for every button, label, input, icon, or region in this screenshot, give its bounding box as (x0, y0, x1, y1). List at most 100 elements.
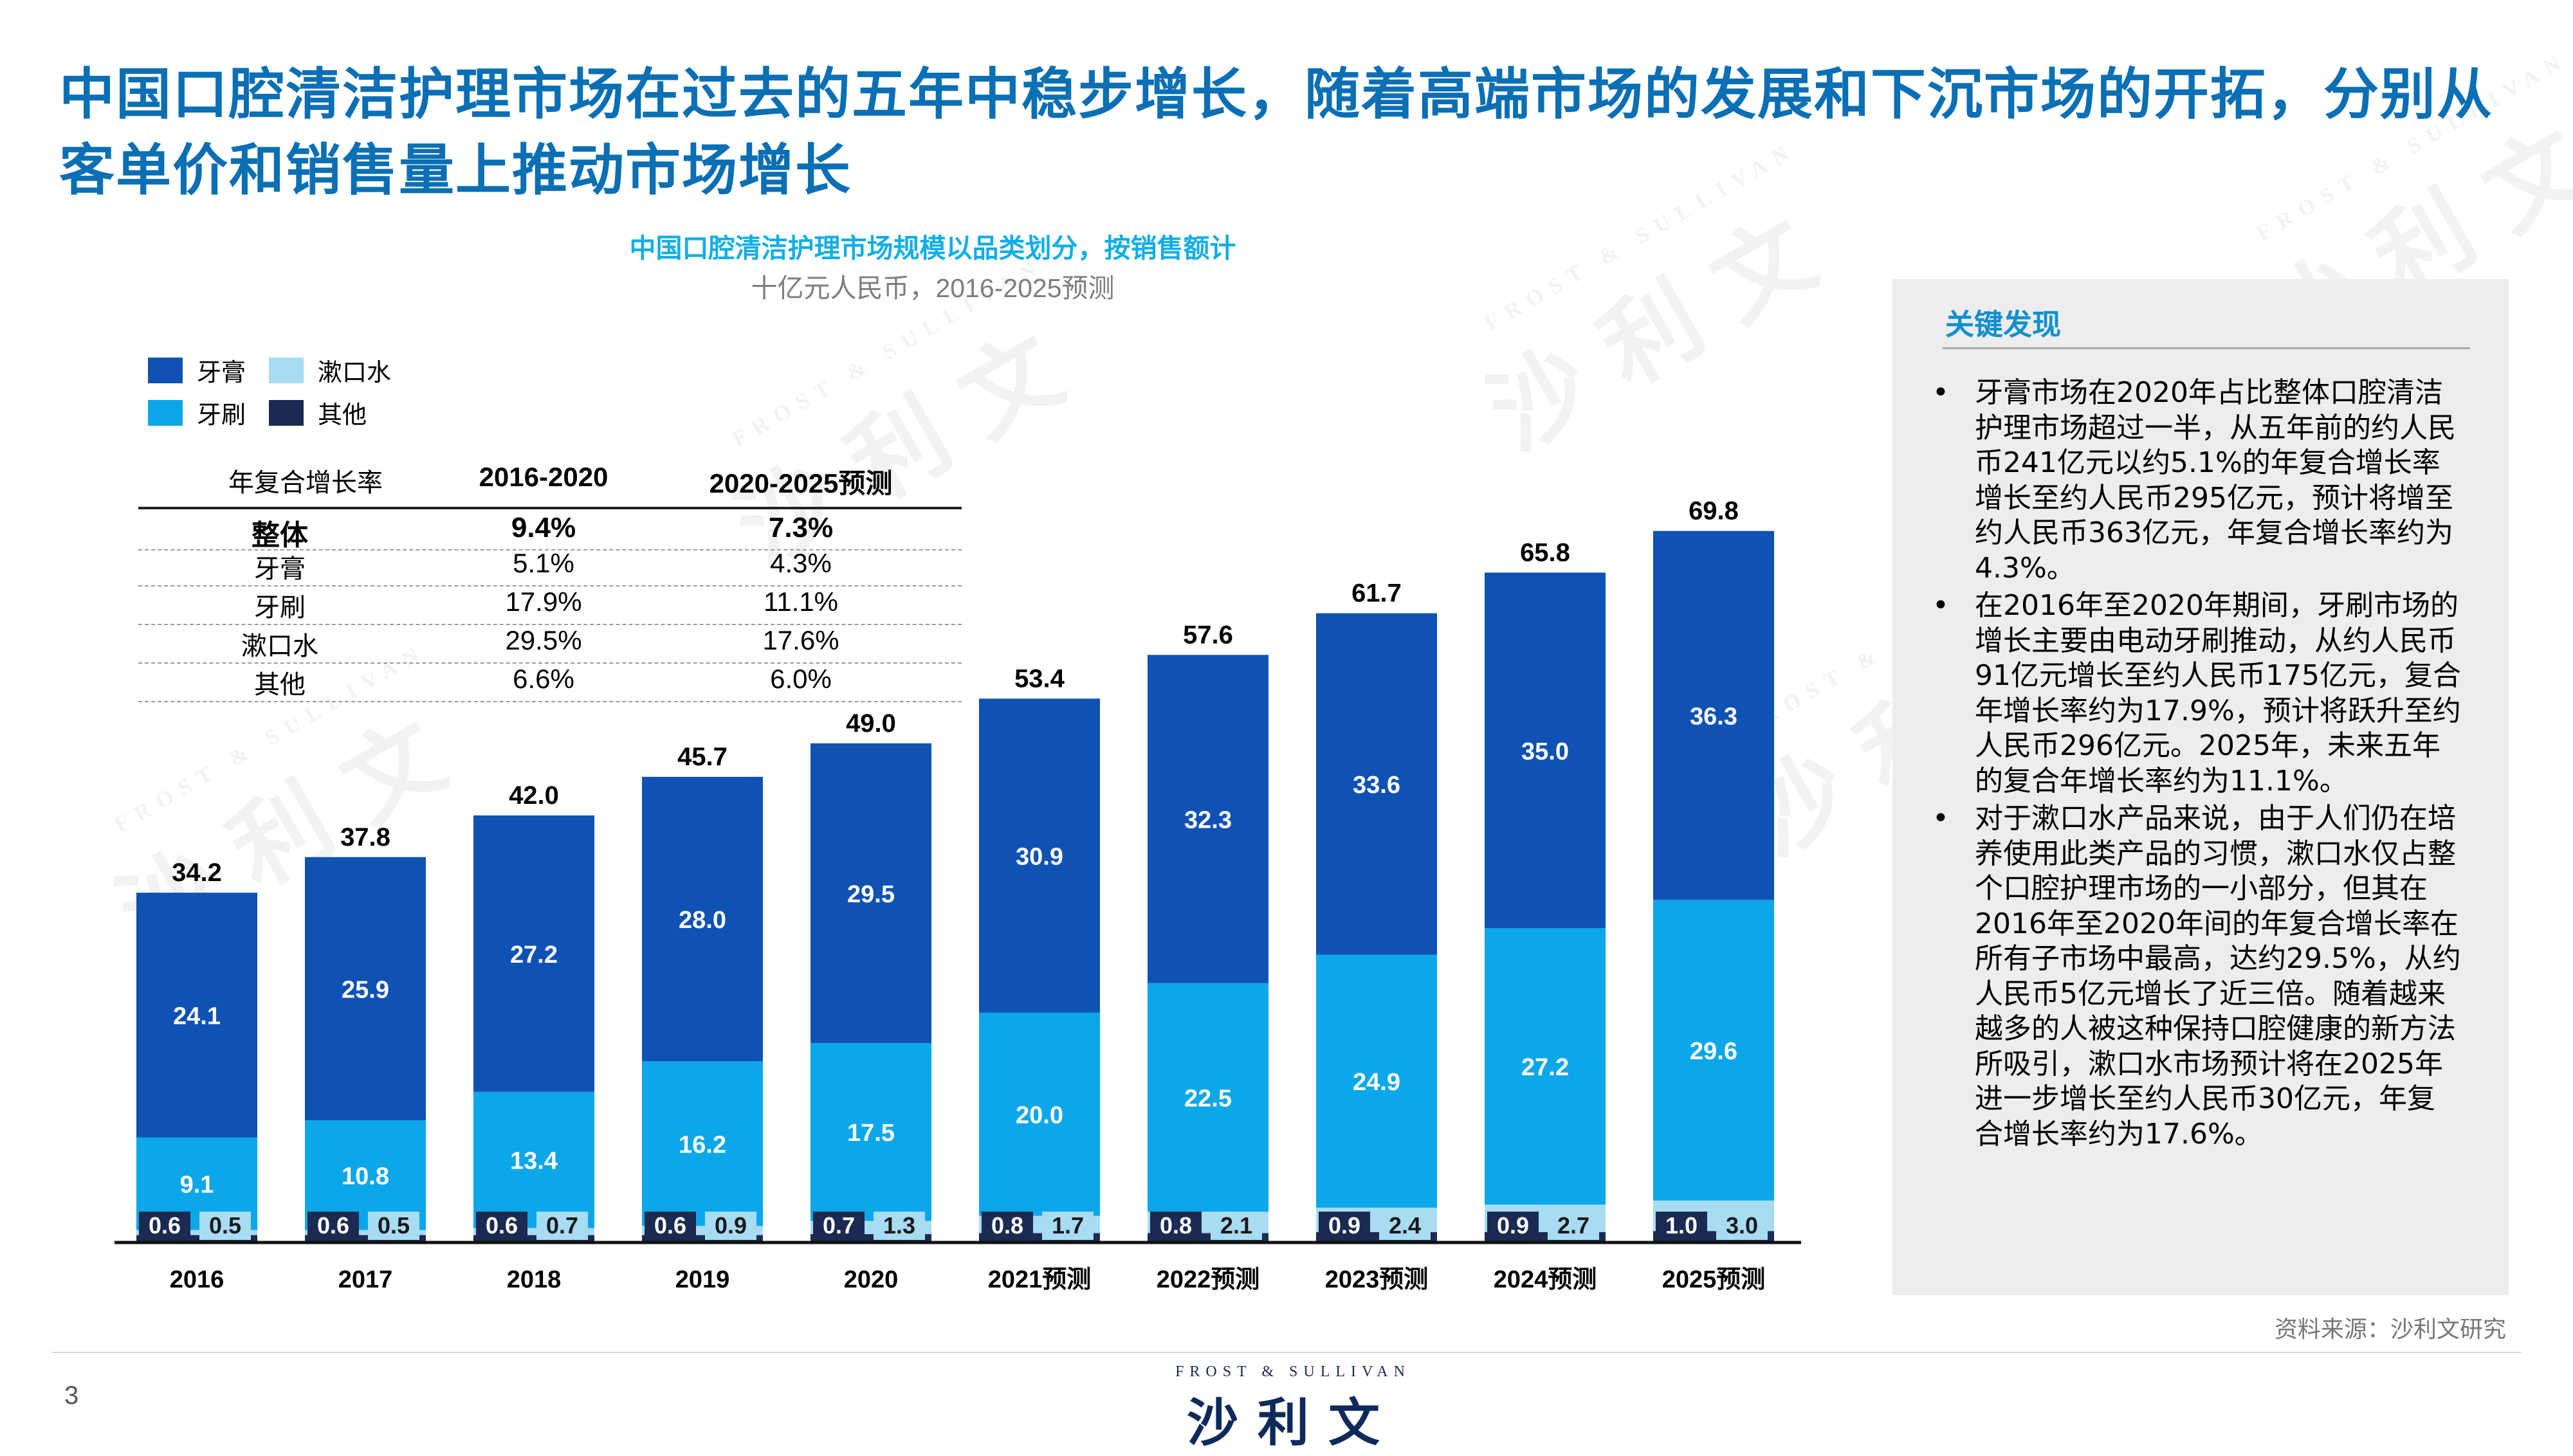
data-label: 13.4 (510, 1148, 558, 1175)
data-label: 9.1 (180, 1172, 214, 1199)
cagr-cell: 17.6% (762, 625, 839, 655)
bar-segment (473, 815, 594, 1092)
key-findings-list: • 牙膏市场在2020年占比整体口腔清洁护理市场超过一半，从五年前的约人民币24… (1928, 376, 2462, 1154)
bar-segment (642, 1235, 763, 1241)
data-label: 29.6 (1690, 1038, 1737, 1065)
cagr-header-period2: 2020-2025预测 (709, 468, 893, 498)
x-tick-label: 2016 (170, 1266, 224, 1293)
legend-swatch (148, 357, 183, 383)
chart-title: 中国口腔清洁护理市场规模以品类划分，按销售额计 (629, 233, 1236, 264)
data-label: 22.5 (1184, 1085, 1232, 1112)
bullet-icon: • (1932, 589, 1949, 622)
bar-segment (1316, 954, 1437, 1208)
other-value-box (645, 1212, 696, 1240)
data-label: 29.5 (847, 881, 895, 908)
bar-segment (979, 1012, 1100, 1216)
legend-item-toothbrush: 牙刷 (148, 395, 246, 430)
bar-segment (979, 698, 1100, 1013)
mouthwash-value-box (874, 1212, 925, 1240)
data-label: 17.5 (847, 1120, 895, 1147)
mouthwash-value-box (368, 1212, 419, 1240)
data-label: 0.7 (546, 1212, 578, 1239)
legend-swatch (148, 399, 183, 426)
data-label: 0.9 (1497, 1212, 1529, 1239)
x-tick-label: 2020 (844, 1266, 899, 1293)
bar-segment (473, 1228, 594, 1235)
cagr-cell: 7.3% (768, 512, 834, 543)
data-label: 24.1 (173, 1003, 221, 1030)
cagr-header-label: 年复合增长率 (228, 469, 383, 497)
slide-title: 中国口腔清洁护理市场在过去的五年中稳步增长，随着高端市场的发展和下沉市场的开拓，… (59, 62, 2493, 203)
data-label: 24.9 (1353, 1069, 1400, 1096)
footer-divider (51, 1352, 2522, 1353)
bar-segment (810, 743, 931, 1043)
data-label: 2.1 (1220, 1212, 1252, 1239)
cagr-cell: 6.0% (770, 664, 832, 694)
bar-segment (1316, 613, 1437, 955)
data-label: 27.2 (1521, 1054, 1569, 1081)
data-label: 20.0 (1016, 1102, 1063, 1129)
brand-logo: 沙利文 (1187, 1393, 1399, 1453)
total-label: 34.2 (172, 859, 222, 887)
cagr-cell: 漱口水 (241, 632, 318, 660)
data-label: 0.7 (823, 1212, 855, 1239)
other-value-box (982, 1212, 1033, 1240)
data-label: 0.6 (486, 1212, 518, 1239)
total-label: 65.8 (1520, 538, 1570, 567)
data-label: 1.7 (1052, 1212, 1084, 1239)
mouthwash-value-box (1548, 1212, 1599, 1240)
mouthwash-value-box (536, 1212, 588, 1240)
data-label: 32.3 (1184, 807, 1232, 834)
total-label: 37.8 (340, 823, 390, 851)
data-label: 27.2 (510, 942, 558, 969)
cagr-header-period1: 2016-2020 (479, 462, 609, 492)
data-label: 2.7 (1557, 1212, 1589, 1239)
data-label: 25.9 (342, 976, 389, 1003)
data-label: 0.6 (317, 1212, 349, 1239)
bar-segment (1148, 983, 1268, 1212)
other-value-box (1319, 1212, 1370, 1240)
source-note: 资料来源：沙利文研究 (2274, 1316, 2506, 1343)
bar-segment (810, 1042, 931, 1221)
data-label: 0.9 (715, 1212, 747, 1239)
x-tick-label: 2018 (507, 1266, 562, 1293)
legend-item-mouthwash: 漱口水 (269, 352, 391, 388)
legend-item-toothpaste: 牙膏 (148, 352, 246, 388)
x-tick-label: 2025预测 (1662, 1266, 1766, 1293)
data-label: 0.8 (1160, 1212, 1192, 1239)
cagr-cell: 9.4% (511, 512, 576, 543)
mouthwash-value-box (705, 1212, 756, 1240)
total-label: 53.4 (1014, 664, 1065, 693)
cagr-cell: 29.5% (505, 625, 582, 655)
bar-segment (136, 1235, 257, 1241)
data-label: 30.9 (1016, 843, 1063, 870)
other-value-box (1656, 1212, 1707, 1240)
legend-label: 牙刷 (197, 401, 246, 429)
data-label: 10.8 (342, 1163, 389, 1190)
page-number: 3 (64, 1381, 79, 1410)
cagr-header-row: 年复合增长率 2016-2020 2020-2025预测 (138, 462, 962, 509)
bar-segment (305, 1235, 426, 1241)
bar-segment (136, 1230, 257, 1235)
total-label: 45.7 (677, 743, 728, 771)
bar-segment (305, 857, 426, 1120)
finding-item: • 牙膏市场在2020年占比整体口腔清洁护理市场超过一半，从五年前的约人民币24… (1928, 376, 2462, 586)
mouthwash-value-box (199, 1212, 251, 1240)
cagr-cell: 4.3% (770, 548, 832, 578)
total-label: 49.0 (846, 709, 896, 738)
stacked-bar-chart: 9.1 24.1 0.6 0.5 34.2 2016 10.8 25.9 0.6 0.5 37.8 2… (114, 497, 1801, 1293)
total-label: 69.8 (1689, 497, 1739, 525)
legend-label: 牙膏 (197, 358, 246, 387)
cagr-row-toothbrush: 牙刷 17.9% 11.1% (138, 587, 962, 625)
bar-segment (1653, 900, 1774, 1201)
mouthwash-value-box (1379, 1212, 1431, 1240)
legend-label: 其他 (318, 401, 367, 429)
data-label: 28.0 (679, 907, 726, 934)
data-label: 0.5 (378, 1212, 410, 1239)
data-label: 0.9 (1328, 1212, 1360, 1239)
key-findings-panel: 关键发现 • 牙膏市场在2020年占比整体口腔清洁护理市场超过一半，从五年前的约… (1892, 279, 2509, 1295)
total-label: 57.6 (1183, 621, 1233, 649)
other-value-box (307, 1212, 359, 1240)
other-value-box (1150, 1212, 1202, 1240)
data-label: 33.6 (1353, 772, 1400, 799)
